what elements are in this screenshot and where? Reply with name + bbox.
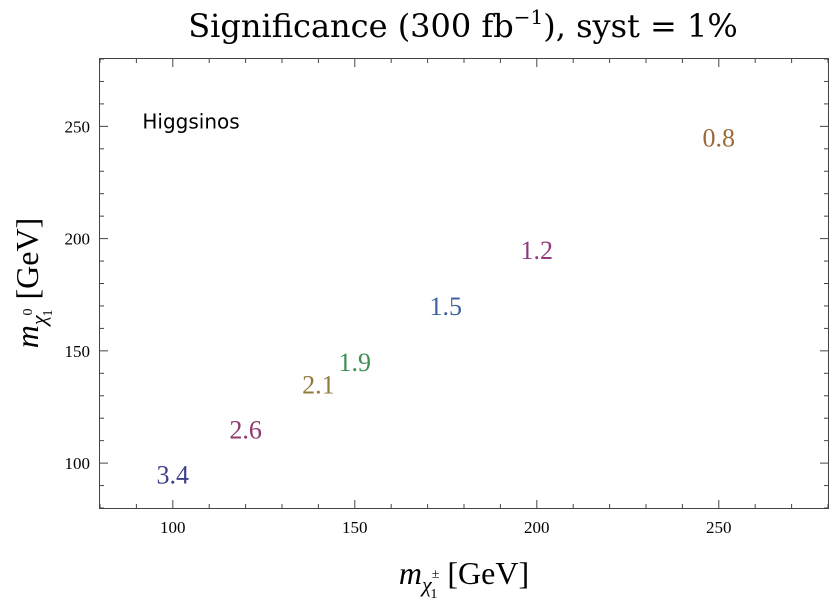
x-tick-label: 200 [524,518,550,537]
chart-title-sup: −1 [514,5,543,29]
y-axis-label: mχ0 1 [GeV] [9,218,56,349]
axis-tick-labels: 100 150 200 250 100 150 200 250 [65,117,732,537]
chart-title-pre: Significance (300 fb [188,7,514,45]
y-tick-label: 200 [65,230,91,249]
plot-frame [99,58,829,509]
axis-ticks [99,58,829,509]
point-label: 1.5 [430,292,463,321]
y-axis-unit: [GeV] [9,218,45,300]
y-axis-subsup: 0 [21,308,36,315]
x-axis-sub: χ [420,572,433,597]
point-label: 3.4 [157,460,190,489]
y-tick-label: 150 [65,342,91,361]
point-label: 1.2 [521,236,554,265]
point-label: 1.9 [339,348,372,377]
x-axis-label: mχ± 1 [GeV] [399,555,529,599]
x-tick-label: 150 [342,518,368,537]
annotation-higgsinos: Higgsinos [142,109,239,133]
y-tick-label: 250 [65,117,91,136]
y-axis-var: m [9,325,45,348]
x-axis-subsup: ± [432,567,440,582]
chart-title: Significance (300 fb−1), syst = 1% [188,5,738,45]
x-tick-label: 250 [706,518,732,537]
y-axis-sub: χ [26,314,51,327]
point-label: 2.1 [302,371,335,400]
data-points: 3.4 2.6 2.11.9 1.5 1.2 0.8 [157,124,736,490]
y-tick-label: 100 [65,454,91,473]
x-axis-var: m [399,555,422,591]
x-tick-label: 100 [160,518,186,537]
y-axis-subsub: 1 [41,309,56,316]
point-label: 2.6 [229,415,262,444]
chart-title-post: ), syst = 1% [543,7,738,45]
point-label: 0.8 [703,124,736,153]
x-axis-subsub: 1 [430,587,437,599]
x-axis-unit: [GeV] [447,555,529,591]
